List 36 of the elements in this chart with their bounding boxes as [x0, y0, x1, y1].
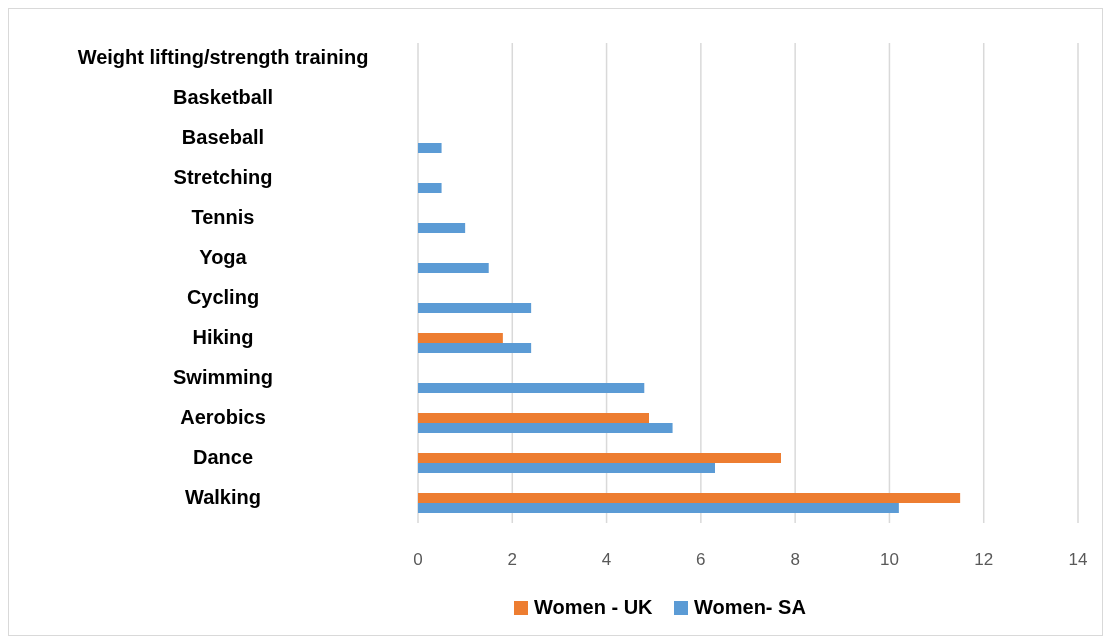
y-tick-label: Walking	[185, 486, 261, 509]
bar	[418, 383, 645, 393]
legend-label: Women - UK	[534, 596, 654, 619]
bar	[418, 333, 503, 343]
x-tick-label: 6	[696, 550, 706, 569]
y-tick-label: Baseball	[181, 126, 265, 149]
bar	[418, 343, 532, 353]
x-tick-label: 12	[974, 550, 994, 569]
y-tick-label: Cycling	[186, 286, 260, 309]
bar	[418, 503, 899, 513]
y-tick-label: Hiking	[192, 326, 254, 349]
bar	[418, 263, 489, 273]
y-tick-label: Yoga	[199, 246, 248, 269]
bar	[418, 493, 961, 503]
y-tick-label: Weight lifting/strength training	[77, 46, 369, 69]
y-tick-label: Tennis	[191, 206, 255, 229]
bar	[418, 453, 781, 463]
bar	[418, 303, 532, 313]
bar	[418, 223, 466, 233]
legend-label: Women- SA	[694, 596, 806, 619]
x-tick-label: 4	[601, 550, 612, 569]
bar	[418, 183, 442, 193]
y-tick-label: Stretching	[173, 166, 273, 189]
bar	[418, 423, 673, 433]
x-tick-label: 14	[1068, 550, 1088, 569]
y-tick-label: Swimming	[172, 366, 274, 389]
bar	[418, 143, 442, 153]
y-tick-label: Basketball	[172, 86, 274, 109]
x-tick-label: 2	[507, 550, 518, 569]
bar	[418, 413, 649, 423]
y-tick-label: Aerobics	[180, 406, 266, 429]
y-tick-label: Dance	[192, 446, 254, 469]
x-tick-label: 8	[790, 550, 800, 569]
bar	[418, 463, 715, 473]
x-tick-label: 10	[879, 550, 899, 569]
x-tick-label: 0	[413, 550, 423, 569]
